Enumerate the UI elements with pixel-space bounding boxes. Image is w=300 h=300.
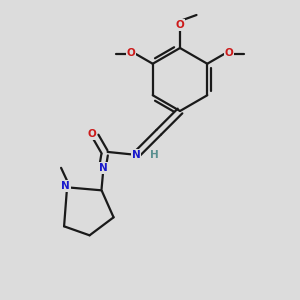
Text: H: H bbox=[150, 150, 158, 160]
Text: O: O bbox=[126, 47, 135, 58]
Text: O: O bbox=[176, 20, 184, 30]
Text: N: N bbox=[99, 163, 107, 173]
Text: O: O bbox=[225, 47, 233, 58]
Text: O: O bbox=[88, 129, 96, 139]
Text: N: N bbox=[132, 150, 140, 160]
Text: N: N bbox=[61, 181, 70, 191]
